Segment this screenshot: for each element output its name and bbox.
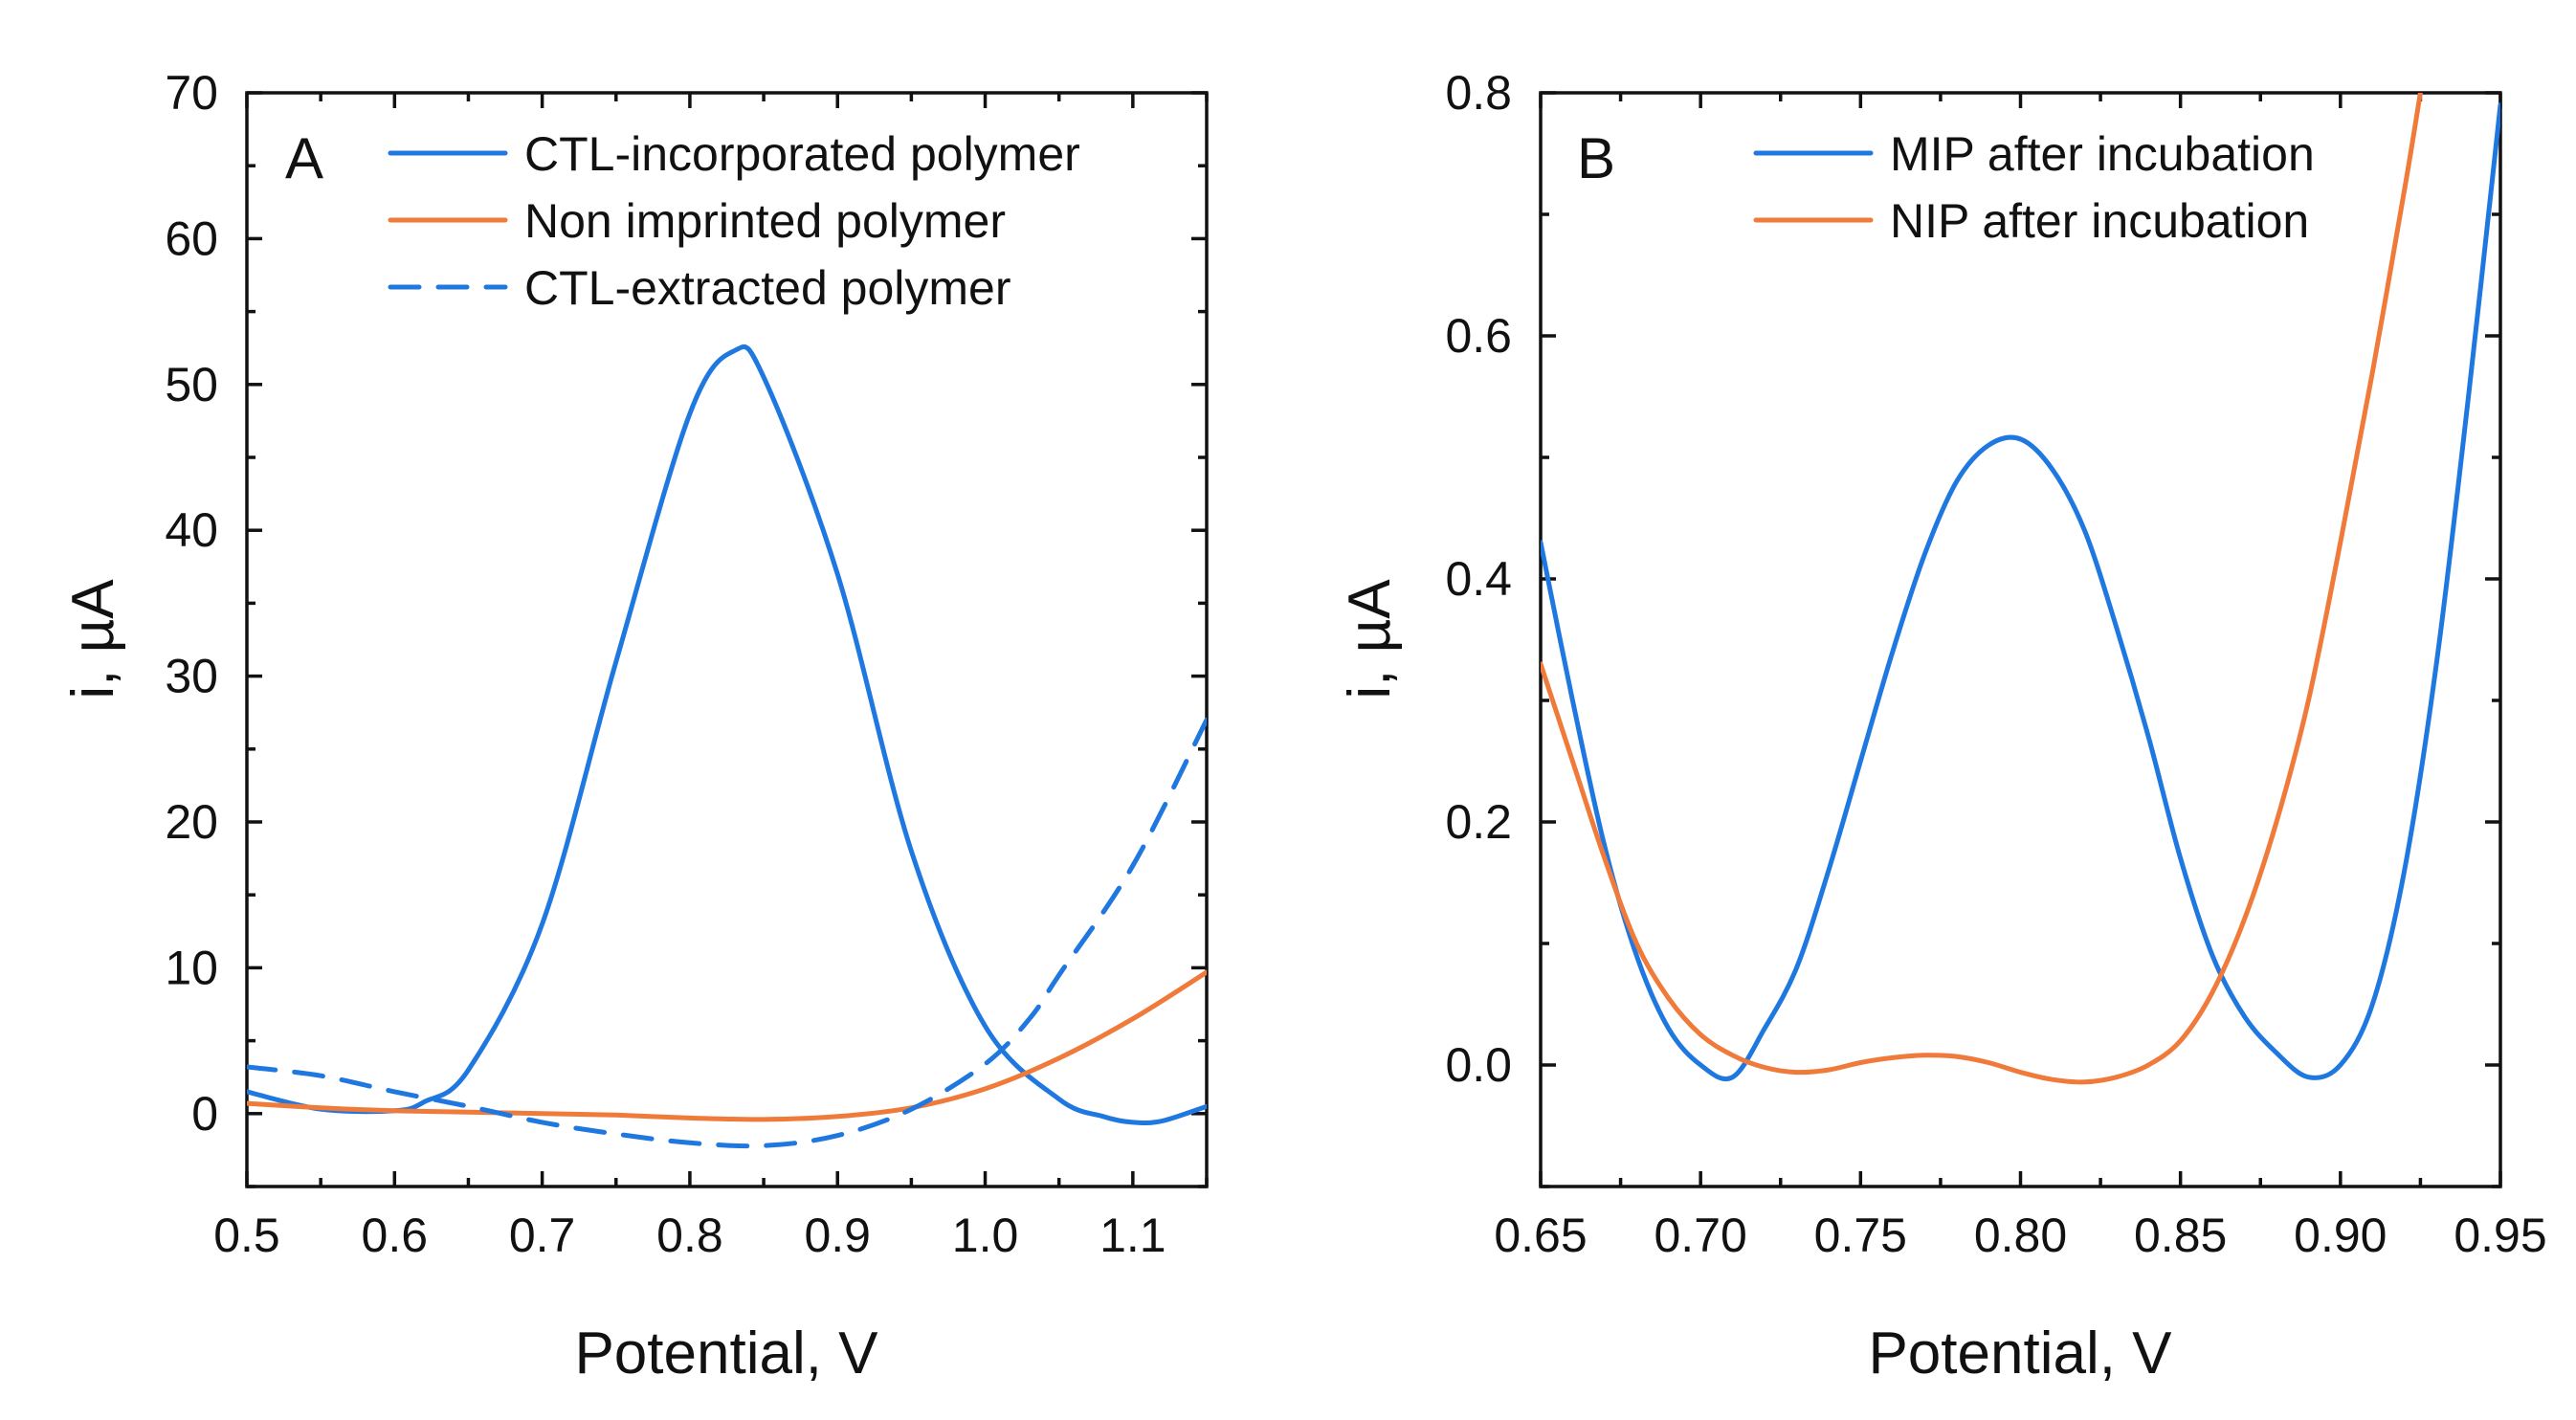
y-tick-label: 0.0 <box>1445 1038 1512 1092</box>
y-tick-label: 30 <box>165 650 218 703</box>
y-tick-label: 0.8 <box>1445 66 1512 120</box>
x-tick-label: 0.70 <box>1654 1209 1747 1262</box>
series-line-non-imprinted-polymer <box>247 969 1207 1122</box>
series-line-ctl-incorporated-polymer <box>247 344 1207 1126</box>
x-tick-label: 0.75 <box>1814 1209 1907 1262</box>
x-tick-label: 1.0 <box>952 1209 1019 1262</box>
x-tick-label: 1.1 <box>1099 1209 1166 1262</box>
panel-a-series <box>247 344 1207 1149</box>
x-tick-label: 0.80 <box>1974 1209 2067 1262</box>
x-tick-label: 0.9 <box>804 1209 871 1262</box>
y-tick-label: 0 <box>191 1087 218 1141</box>
y-tick-label: 10 <box>165 941 218 994</box>
legend-label: MIP after incubation <box>1890 127 2315 181</box>
y-tick-label: 70 <box>165 66 218 120</box>
y-tick-label: 0.4 <box>1445 552 1512 606</box>
x-tick-label: 0.95 <box>2454 1209 2546 1262</box>
panel-a-legend: CTL-incorporated polymer Non imprinted po… <box>388 127 1080 315</box>
panel-b-ylabel: i, µA <box>1337 579 1403 699</box>
series-line-mip-after-incubation <box>1541 102 2500 1082</box>
panel-b-xlabel: Potential, V <box>1868 1320 2172 1387</box>
x-tick-label: 0.85 <box>2134 1209 2227 1262</box>
panel-b-letter: B <box>1577 126 1615 190</box>
series-line-ctl-extracted-polymer <box>247 717 1207 1149</box>
y-tick-label: 60 <box>165 211 218 265</box>
panel-b-frame <box>1539 91 2502 1188</box>
panel-a-ylabel: i, µA <box>60 579 126 699</box>
y-tick-label: 20 <box>165 795 218 849</box>
y-tick-label: 0.6 <box>1445 309 1512 363</box>
panel-b-series <box>1541 93 2500 1085</box>
x-tick-label: 0.8 <box>656 1209 723 1262</box>
legend-label: Non imprinted polymer <box>524 194 1006 248</box>
y-tick-label: 50 <box>165 358 218 411</box>
panel-b-chart: 0.65 0.70 0.75 0.80 0.85 0.90 0.95 0.0 0.2 0.4 0.6… <box>1337 66 2547 1387</box>
legend-label: CTL-incorporated polymer <box>524 127 1080 181</box>
legend-label: CTL-extracted polymer <box>524 261 1011 315</box>
x-tick-label: 0.5 <box>213 1209 280 1262</box>
panel-a-letter: A <box>285 126 323 190</box>
x-tick-label: 0.7 <box>509 1209 576 1262</box>
series-line-nip-after-incubation <box>1541 93 2423 1085</box>
panel-a-chart: 0.5 0.6 0.7 0.8 0.9 1.0 1.1 0 10 20 30 40 50 60 70 A C… <box>60 66 1209 1387</box>
panel-a-frame <box>245 91 1209 1188</box>
panel-b-ticks: 0.65 0.70 0.75 0.80 0.85 0.90 0.95 0.0 0.2 0.4 0.6… <box>1445 66 2546 1262</box>
y-tick-label: 40 <box>165 503 218 557</box>
x-tick-label: 0.65 <box>1494 1209 1587 1262</box>
legend-label: NIP after incubation <box>1890 194 2309 248</box>
x-tick-label: 0.6 <box>362 1209 429 1262</box>
panel-b-legend: MIP after incubation NIP after incubation <box>1753 127 2315 248</box>
x-tick-label: 0.90 <box>2294 1209 2387 1262</box>
panel-a-xlabel: Potential, V <box>574 1320 878 1387</box>
panel-a-ticks: 0.5 0.6 0.7 0.8 0.9 1.0 1.1 0 10 20 30 40 50 60 70 <box>165 66 1209 1262</box>
y-tick-label: 0.2 <box>1445 795 1512 849</box>
